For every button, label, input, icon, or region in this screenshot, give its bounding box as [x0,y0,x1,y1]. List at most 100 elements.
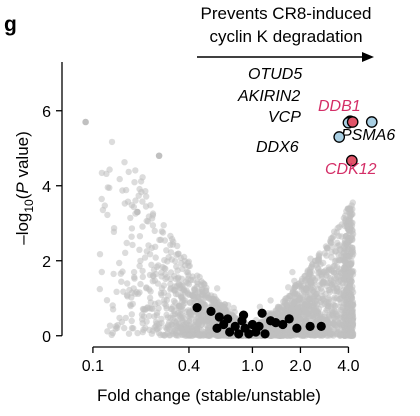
background-point [347,325,354,332]
background-point [104,328,111,335]
background-point [326,287,333,294]
background-point [145,242,152,249]
background-point [341,300,348,307]
background-point [155,262,162,269]
background-point [316,312,323,320]
background-point [168,305,176,312]
background-point [146,312,153,320]
background-point [148,261,155,268]
background-point [174,267,181,274]
background-point [161,331,169,339]
background-point [132,197,139,204]
background-point [158,315,165,323]
background-point [214,285,221,292]
background-point [124,293,131,300]
background-point [146,286,153,293]
background-point [127,302,134,310]
background-point [167,269,175,276]
background-point [157,289,165,297]
background-point [345,226,352,233]
hit-point [254,321,264,331]
background-point [319,295,327,302]
background-point [98,195,105,203]
x-tick-label: 0.4 [178,358,200,375]
background-point [143,193,150,200]
background-point [347,329,354,337]
annotation-line-2: cyclin K degradation [209,27,362,46]
background-point [108,331,115,339]
background-point [200,332,207,339]
background-point [297,282,304,289]
y-axis-label-open: ( [13,193,32,199]
background-point [340,264,348,272]
background-point [286,292,293,300]
hit-point [225,327,235,337]
background-point [163,247,170,254]
background-point [143,248,150,255]
background-point [292,283,299,291]
background-point [165,292,172,299]
background-point [211,293,218,300]
background-point [289,268,296,276]
hit-point [305,321,315,331]
background-point [301,310,308,318]
background-point [307,291,314,298]
background-point [178,294,185,301]
background-point [139,273,146,281]
background-point [325,264,332,271]
background-point [341,237,349,244]
background-point [131,179,138,186]
gene-label-cdk12: CDK12 [325,161,377,178]
background-point [199,285,206,293]
background-point [131,274,138,281]
background-point [267,297,274,304]
background-outlier-point [155,152,163,160]
annotation-line-1: Prevents CR8-induced [200,4,371,23]
background-point [336,278,343,285]
background-point [146,294,154,302]
gene-label-otud5: OTUD5 [248,66,302,83]
background-point [122,249,129,256]
background-point [335,232,342,240]
y-tick-label: 2 [42,254,51,271]
background-point [146,326,153,334]
background-point [134,329,141,337]
x-tick-label: 4.0 [337,358,359,375]
background-point [311,306,318,313]
background-point [331,281,338,289]
annotation-arrow [197,52,374,62]
background-point [103,297,111,304]
hit-point [192,303,202,313]
background-point [315,265,322,273]
x-axis-label: Fold change (stable/unstable) [97,386,321,405]
background-point [128,311,135,318]
gene-point-ddx6 [333,131,346,143]
background-point [141,254,149,261]
background-point [174,275,182,282]
background-point [313,290,321,297]
background-point [120,288,127,295]
background-point [306,308,313,315]
background-point [284,299,291,306]
background-point [137,280,144,288]
background-point [127,214,134,222]
background-point [320,269,327,276]
hit-point [260,329,270,339]
background-point [98,268,106,276]
background-point [171,286,179,293]
background-point [116,259,123,267]
background-point [152,318,160,326]
background-point [314,274,321,281]
background-point [161,297,168,304]
background-point [121,324,128,332]
background-point [276,332,283,339]
y-ticks: 0 2 4 6 [42,104,62,346]
background-point [285,284,292,291]
y-axis-label-rest: value) [13,131,32,182]
background-point [155,299,162,306]
background-point [212,301,219,309]
background-point [145,213,153,220]
gene-label-akirin2: AKIRIN2 [237,88,300,105]
background-point [140,306,147,313]
background-point [256,303,264,310]
